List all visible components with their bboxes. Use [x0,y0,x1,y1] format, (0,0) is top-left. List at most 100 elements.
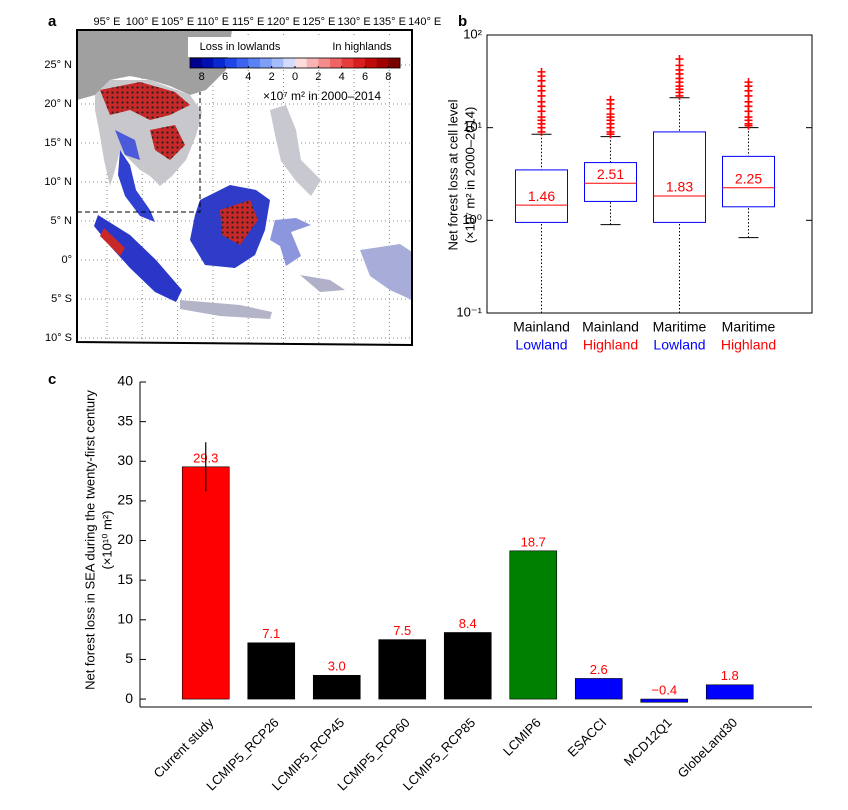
colorbar: 8 6 4 2 0 2 4 6 8 [189,57,401,83]
region-boundary [77,92,201,213]
malay-peninsula [118,150,155,222]
bar-value-label: −0.4 [651,683,677,698]
legend-box [188,37,406,57]
latitude-label: 20° N [44,98,72,110]
longitude-label: 120° E [267,16,300,28]
outlier [675,55,684,64]
y-axis-label: Net forest loss in SEA during the twenty… [82,390,97,690]
bar-value-label: 7.5 [393,623,411,638]
bar [378,639,427,700]
colorbar-segment [318,58,331,68]
map-frame [76,29,413,347]
bar [247,642,296,700]
legend-right: In highlands [332,41,392,53]
median-label: 2.25 [735,170,762,186]
y-tick-label: 10⁰ [462,212,482,227]
panel-label: c [48,371,56,388]
colorbar-segment [365,58,378,68]
panel-label: b [458,13,467,30]
x-tick-label: Mainland [582,319,639,335]
colorbar-segment [330,58,343,68]
median-label: 1.83 [666,179,693,195]
colorbar-segment [271,58,284,68]
colorbar-segment [201,58,214,68]
median-label: 1.46 [528,188,555,204]
outlier [537,67,546,76]
islands [300,275,345,292]
box [653,131,706,223]
y-tick-label: 10² [463,26,482,41]
land [77,30,412,319]
bar-value-label: 3.0 [328,659,346,674]
colorbar-tick-label: 4 [339,71,345,83]
plot-frame [486,34,813,314]
x-tick-label: Mainland [513,319,570,335]
colorbar-segment [295,58,308,68]
y-tick-label: 10⁻¹ [456,304,482,319]
bar-value-label: 18.7 [521,534,546,549]
longitude-label: 95° E [93,16,120,28]
bar-value-label: 7.1 [262,626,280,641]
philippines [270,105,321,196]
colorbar-tick-label: 4 [245,71,251,83]
colorbar-unit: ×10⁷ m² in 2000–2014 [263,89,381,103]
y-tick-label: 35 [117,412,133,428]
colorbar-tick-label: 2 [269,71,275,83]
box [584,162,637,202]
new-guinea [360,244,412,300]
x-tick-label: Maritime [722,319,776,335]
colorbar-segment [260,58,273,68]
panel-label: a [48,13,57,30]
bar [181,466,230,700]
latitude-label: 15° N [44,137,72,149]
longitude-label: 110° E [197,16,229,28]
highland-dots [220,200,258,245]
y-axis-label: (×10¹⁰ m²) [99,510,114,569]
bar-value-label: 1.8 [721,668,739,683]
colorbar-tick-label: 8 [199,71,205,83]
latitude-label: 10° N [44,176,72,188]
latitude-label: 0° [61,254,72,266]
highland-dots [150,125,185,160]
colorbar-segment [213,58,226,68]
bar [705,684,754,700]
y-axis-label: Net forest loss at cell level [445,99,460,250]
colorbar-segment [353,58,366,68]
longitude-label: 130° E [338,16,371,28]
x-tick-label: LCMIP6 [500,715,544,759]
outlier [606,95,615,104]
latitude-label: 5° S [51,293,72,305]
box [722,155,775,208]
colorbar-segment [236,58,249,68]
x-tick-sublabel: Highland [721,337,776,353]
x-tick-label: GlobeLand30 [674,715,740,781]
longitude-label: 115° E [232,16,264,28]
colorbar-segment [190,58,203,68]
bar-value-label: 2.6 [590,662,608,677]
longitude-label: 125° E [302,16,335,28]
x-tick-sublabel: Highland [583,337,638,353]
median-label: 2.51 [597,166,624,182]
box [515,169,568,223]
latitude-label: 10° S [45,332,72,344]
bar [509,550,558,700]
bar-value-label: 8.4 [459,616,477,631]
highland-loss [100,228,125,256]
legend-left: Loss in lowlands [200,41,281,53]
colorbar-segment [306,58,319,68]
colorbar-segment [283,58,296,68]
x-tick-label: Current study [151,715,217,781]
y-tick-label: 5 [125,650,133,666]
bar [312,674,361,700]
x-tick-label: ESACCI [564,715,609,760]
sumatra [94,215,182,302]
x-tick-sublabel: Lowland [515,337,567,353]
y-axis-label: (×10⁷ m² in 2000–2014) [462,107,477,244]
x-tick-label: MCD12Q1 [621,715,675,769]
y-tick-label: 20 [117,531,133,547]
longitude-label: 105° E [161,16,194,28]
highland-dots [100,82,190,120]
y-tick-label: 30 [117,452,133,468]
x-tick-sublabel: Lowland [653,337,705,353]
colorbar-segment [388,58,401,68]
